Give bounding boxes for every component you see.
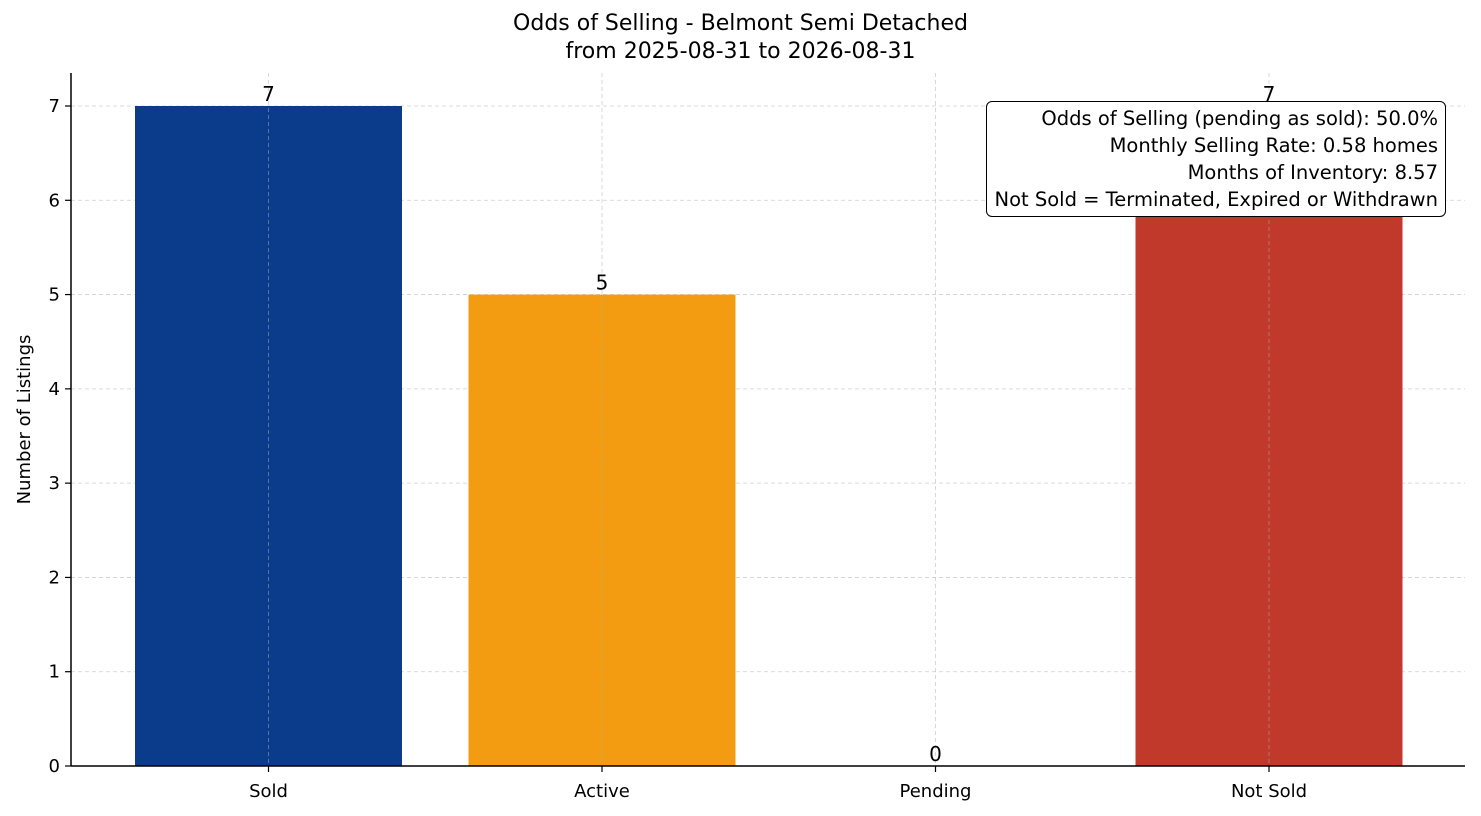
annotation-odds: Odds of Selling (pending as sold): 50.0% (1041, 107, 1438, 130)
y-tick-label: 7 (49, 96, 60, 117)
labels-layer: 0 1 2 3 4 5 6 7 Sold Active Pending Not Sold 7 5 0 7 Num… (14, 82, 1307, 802)
bar-value-label: 7 (1263, 82, 1276, 106)
y-axis-label: Number of Listings (14, 335, 35, 505)
annotation-not-sold-definition: Not Sold = Terminated, Expired or Withdr… (994, 188, 1438, 211)
annotation-box: Odds of Selling (pending as sold): 50.0%… (986, 101, 1446, 217)
y-tick-label: 1 (49, 662, 60, 683)
bar-value-label: 5 (596, 271, 609, 295)
bar-value-label: 7 (262, 82, 275, 106)
x-tick-label: Active (574, 781, 630, 802)
y-tick-label: 0 (49, 756, 60, 777)
y-tick-label: 3 (49, 473, 60, 494)
y-tick-label: 6 (49, 190, 60, 211)
y-tick-label: 5 (49, 285, 60, 306)
chart-subtitle: from 2025-08-31 to 2026-08-31 (565, 39, 916, 64)
annotation-selling-rate: Monthly Selling Rate: 0.58 homes (1109, 134, 1438, 157)
y-tick-label: 4 (49, 379, 60, 400)
bar-sold (135, 106, 402, 766)
chart-title: Odds of Selling - Belmont Semi Detached (513, 11, 968, 36)
y-tick-label: 2 (49, 567, 60, 588)
axes-layer (65, 73, 1465, 772)
x-tick-label: Pending (900, 781, 972, 802)
annotation-inventory: Months of Inventory: 8.57 (1187, 161, 1438, 184)
x-tick-label: Not Sold (1231, 781, 1307, 802)
bar-value-label: 0 (929, 742, 942, 766)
x-tick-label: Sold (249, 781, 288, 802)
